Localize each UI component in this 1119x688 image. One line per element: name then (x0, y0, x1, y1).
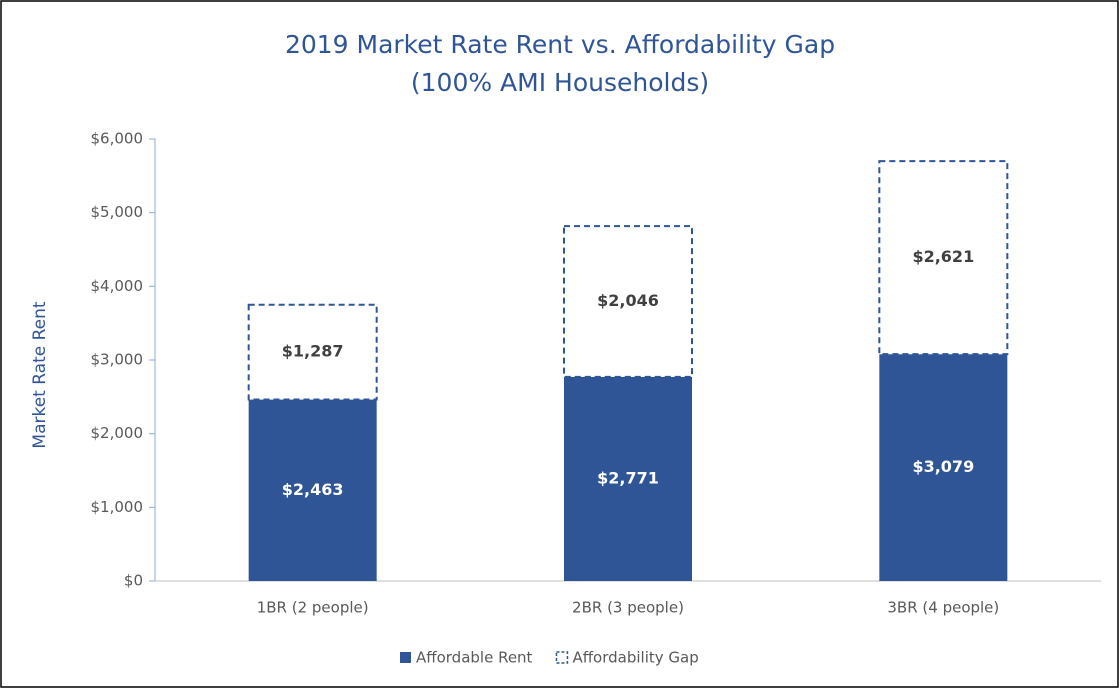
legend-label: Affordable Rent (416, 649, 533, 667)
chart-title: 2019 Market Rate Rent vs. Affordability … (285, 30, 835, 59)
bar-segment (563, 225, 693, 378)
chart-title: (100% AMI Households) (411, 68, 709, 97)
y-tick-label: $2,000 (91, 424, 144, 442)
legend-swatch (400, 652, 411, 663)
data-label: $1,287 (282, 342, 344, 361)
data-label: $3,079 (912, 457, 974, 476)
y-axis-label: Market Rate Rent (30, 301, 50, 449)
y-tick-label: $3,000 (91, 351, 144, 369)
data-label: $2,621 (912, 247, 974, 266)
bar-segment (878, 160, 1009, 356)
y-tick-label: $0 (124, 572, 143, 590)
x-tick-label: 2BR (3 people) (572, 599, 684, 617)
legend-swatch (555, 651, 569, 664)
y-tick-label: $5,000 (91, 203, 144, 221)
bar-segment (247, 303, 378, 401)
x-tick-label: 1BR (2 people) (257, 599, 369, 617)
bar-segment (248, 399, 377, 581)
y-tick-label: $6,000 (91, 130, 144, 148)
x-tick-label: 3BR (4 people) (887, 599, 999, 617)
bar-segment (879, 354, 1008, 581)
bar-segment (564, 376, 692, 581)
y-tick-label: $1,000 (91, 498, 144, 516)
y-tick-label: $4,000 (91, 277, 144, 295)
data-label: $2,771 (597, 468, 659, 487)
data-label: $2,463 (282, 480, 344, 499)
data-label: $2,046 (597, 291, 659, 310)
legend-label: Affordability Gap (572, 649, 698, 667)
